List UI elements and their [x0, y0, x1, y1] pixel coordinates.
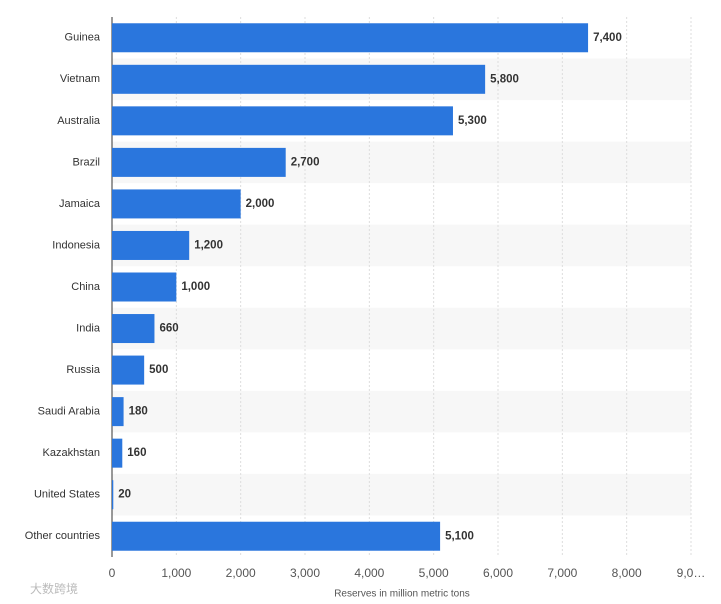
row-band: [112, 307, 691, 350]
bar: [112, 106, 453, 136]
bar: [112, 23, 589, 53]
x-tick-label: 3,000: [290, 566, 320, 580]
y-tick-label: Other countries: [25, 530, 101, 542]
value-label: 160: [127, 447, 146, 459]
y-tick-label: Australia: [57, 115, 101, 127]
y-tick-label: India: [76, 322, 101, 334]
value-label: 1,200: [194, 239, 223, 251]
bar: [112, 438, 123, 468]
y-tick-label: Vietnam: [60, 73, 100, 85]
bar: [112, 521, 441, 551]
value-label: 7,400: [593, 32, 622, 44]
value-label: 5,800: [490, 73, 519, 85]
value-label: 5,300: [458, 115, 487, 127]
bar: [112, 355, 145, 385]
bar: [112, 272, 177, 302]
watermark: 大数跨境: [30, 581, 78, 596]
y-tick-label: Guinea: [65, 32, 101, 44]
y-tick-label: China: [71, 281, 101, 293]
bar: [112, 64, 486, 94]
value-label: 1,000: [181, 281, 210, 293]
x-axis-label: Reserves in million metric tons: [334, 589, 470, 600]
y-tick-label: United States: [34, 489, 101, 501]
row-band: [112, 473, 691, 516]
x-tick-label: 5,000: [419, 566, 449, 580]
x-tick-label: 0: [109, 566, 116, 580]
x-tick-label: 9,0…: [677, 566, 706, 580]
y-tick-label: Jamaica: [59, 198, 101, 210]
bar: [112, 147, 286, 177]
y-tick-label: Indonesia: [52, 239, 101, 251]
value-label: 2,700: [291, 156, 320, 168]
bar: [112, 397, 124, 427]
bar: [112, 480, 114, 510]
y-tick-label: Saudi Arabia: [38, 406, 101, 418]
bar: [112, 314, 155, 344]
value-label: 180: [129, 406, 148, 418]
bar: [112, 230, 190, 260]
value-label: 660: [159, 323, 178, 335]
x-tick-label: 4,000: [354, 566, 384, 580]
y-tick-label: Kazakhstan: [43, 447, 100, 459]
row-band: [112, 390, 691, 433]
bar: [112, 189, 241, 219]
x-tick-label: 8,000: [612, 566, 642, 580]
x-tick-label: 2,000: [226, 566, 256, 580]
value-label: 500: [149, 364, 168, 376]
x-tick-label: 1,000: [161, 566, 191, 580]
value-label: 2,000: [246, 198, 275, 210]
x-tick-label: 6,000: [483, 566, 513, 580]
y-tick-label: Brazil: [72, 156, 100, 168]
x-tick-label: 7,000: [547, 566, 577, 580]
y-tick-label: Russia: [66, 364, 101, 376]
value-label: 20: [118, 489, 131, 501]
row-band: [112, 224, 691, 267]
value-label: 5,100: [445, 530, 474, 542]
